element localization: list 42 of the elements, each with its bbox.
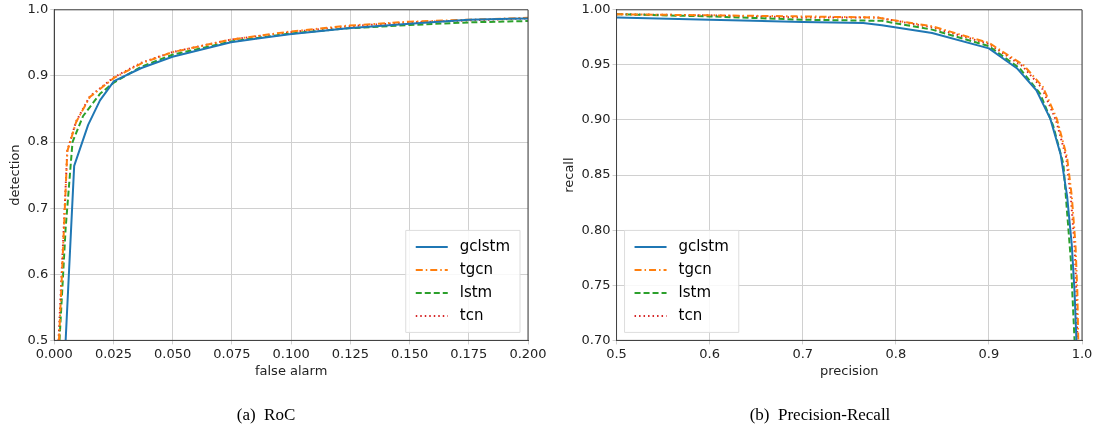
x-tick-label: 0.000 (35, 345, 73, 361)
y-tick-label: 0.75 (581, 276, 611, 292)
x-tick-label: 0.9 (978, 345, 1000, 361)
legend-label: gclstm (678, 236, 729, 255)
x-tick-label: 0.075 (213, 345, 251, 361)
x-tick-label: 1.0 (1071, 345, 1093, 361)
text: (b) Precision-Recall (749, 405, 891, 425)
x-tick-label: 0.025 (94, 345, 133, 361)
legend-label: tcn (678, 305, 703, 324)
legend-label: lstm (459, 282, 493, 301)
y-tick-label: 0.90 (581, 111, 611, 127)
x-tick-label: 0.175 (450, 345, 488, 361)
legend-label: tcn (459, 305, 484, 324)
legend-label: tgcn (678, 259, 712, 278)
y-tick-label: 0.85 (581, 166, 611, 182)
x-tick-label: 0.125 (331, 345, 369, 361)
y-tick-label: 0.9 (27, 67, 49, 83)
legend-label: lstm (678, 282, 712, 301)
y-tick-label: 0.6 (27, 265, 49, 281)
y-axis-title: detection (7, 144, 23, 206)
x-tick-label: 0.8 (885, 345, 907, 361)
x-tick-label: 0.050 (154, 345, 192, 361)
y-tick-label: 0.5 (27, 331, 49, 347)
text: (a) RoC (236, 405, 296, 425)
legend-label: gclstm (459, 236, 511, 255)
y-tick-label: 0.80 (581, 221, 611, 237)
y-tick-label: 0.70 (581, 331, 611, 347)
x-axis-title: false alarm (254, 363, 328, 379)
y-tick-label: 1.0 (27, 1, 49, 17)
x-tick-label: 0.200 (509, 345, 547, 361)
x-tick-label: 0.150 (390, 345, 429, 361)
y-tick-label: 0.7 (27, 199, 49, 215)
legend-label: tgcn (459, 259, 493, 278)
y-axis-title: recall (561, 157, 577, 193)
x-tick-label: 0.100 (272, 345, 310, 361)
x-tick-label: 0.6 (699, 345, 720, 361)
y-tick-label: 0.95 (581, 56, 611, 72)
x-tick-label: 0.7 (792, 345, 814, 361)
x-tick-label: 0.5 (606, 345, 627, 361)
y-tick-label: 1.00 (581, 1, 611, 17)
y-tick-label: 0.8 (27, 133, 49, 149)
x-axis-title: precision (819, 363, 879, 379)
